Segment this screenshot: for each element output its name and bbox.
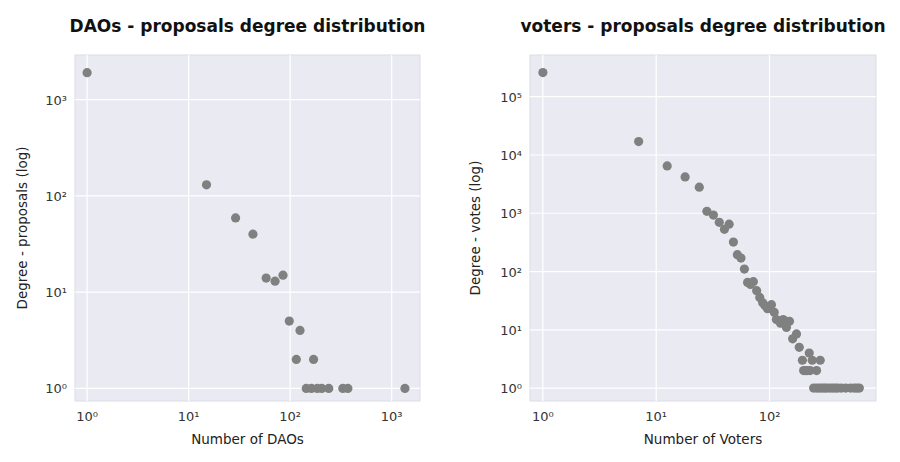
y-tick-label: 10⁴ [500,148,522,163]
point [709,210,718,219]
x-grid-line [188,55,189,401]
marks [83,68,410,393]
point [248,230,257,239]
plot-area [75,55,420,401]
x-tick-label: 10¹ [645,409,667,424]
y-tick-label: 10² [45,189,67,204]
x-grid-line [769,55,770,401]
marks [538,68,864,393]
point [805,366,814,375]
y-tick-label: 10³ [45,93,67,108]
x-grid-line [391,55,392,401]
point [785,317,794,326]
figure: 10⁰ 10¹ 10² 10³ 10⁰ 10¹ 10² 10³ DAOs - proposals… [0,0,900,462]
x-axis-label: Number of Voters [644,431,762,447]
y-grid-line [530,96,876,97]
y-axis-label: Degree - proposals (log) [14,147,30,310]
point [681,172,690,181]
point [309,355,318,364]
point [792,329,801,338]
point [292,355,301,364]
x-axis-label: Number of DAOs [191,431,304,447]
y-grid-line [530,271,876,272]
y-tick-label: 10⁰ [500,381,522,396]
x-grid-line [656,55,657,401]
point [270,277,279,286]
x-grid-line [87,55,88,401]
panel: 10⁰ 10¹ 10² 10⁰ 10¹ 10² 10³ 10⁴ 10⁵ voters - prop… [467,16,886,447]
x-tick-label: 10³ [381,409,403,424]
point [695,183,704,192]
point [808,356,817,365]
x-tick-label: 10¹ [178,409,200,424]
point [725,220,734,229]
title: DAOs - proposals degree distribution [70,16,426,36]
point [202,180,211,189]
panel: 10⁰ 10¹ 10² 10³ 10⁰ 10¹ 10² 10³ DAOs - proposals… [14,16,425,447]
point [231,213,240,222]
point [278,271,287,280]
title: voters - proposals degree distribution [520,16,885,36]
point [295,326,304,335]
x-tick-label: 10⁰ [532,409,554,424]
point [343,384,352,393]
y-grid-line [75,388,420,389]
y-tick-label: 10⁰ [45,381,67,396]
y-tick-label: 10⁵ [500,90,522,105]
point [855,383,864,392]
point [749,277,758,286]
point [285,317,294,326]
point [729,237,738,246]
x-grid-line [542,55,543,401]
point [795,343,804,352]
x-tick-label: 10⁰ [76,409,98,424]
point [816,356,825,365]
point [324,384,333,393]
point [740,265,749,274]
y-grid-line [75,292,420,293]
point [400,384,409,393]
y-tick-label: 10¹ [45,285,67,300]
x-grid-line [290,55,291,401]
x-tick-label: 10² [759,409,781,424]
point [83,68,92,77]
y-grid-line [75,195,420,196]
y-grid-line [530,329,876,330]
point [538,68,547,77]
y-grid-line [530,154,876,155]
point [736,254,745,263]
y-tick-label: 10¹ [500,323,522,338]
x-tick-label: 10² [279,409,301,424]
point [798,356,807,365]
point [634,137,643,146]
y-grid-line [75,99,420,100]
y-tick-label: 10³ [500,206,522,221]
y-axis-label: Degree - votes (log) [467,161,483,296]
plot-area [530,55,876,401]
point [262,273,271,282]
point [663,161,672,170]
y-tick-label: 10² [500,265,522,280]
